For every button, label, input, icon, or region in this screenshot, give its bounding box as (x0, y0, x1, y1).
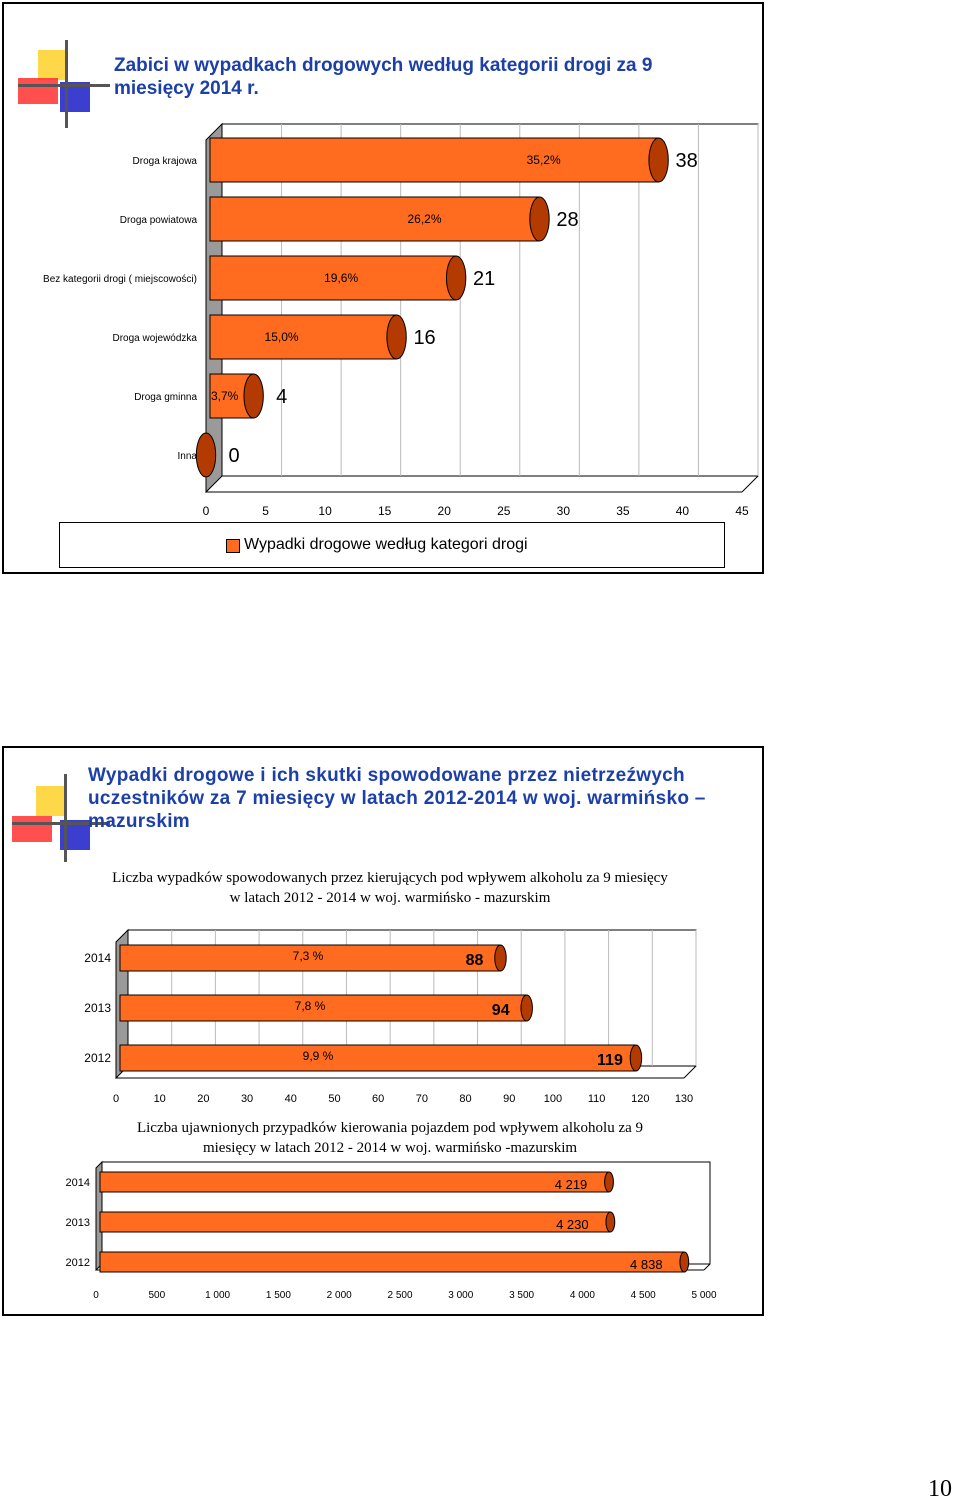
percent-label: 15,0% (265, 330, 299, 344)
x-tick-label: 40 (676, 504, 690, 518)
chart-3-drunk-driving: 0 500 1 000 1 500 2 000 2 500 3 000 3 500 4 000 4… (66, 1160, 717, 1301)
x-tick-label: 1 500 (266, 1290, 291, 1301)
x-tick-label: 1 000 (205, 1290, 230, 1301)
slide-logo-icon-2 (12, 774, 110, 862)
x-tick-label: 45 (735, 504, 749, 518)
bar (99, 1211, 616, 1233)
data-label: 4 219 (555, 1177, 588, 1192)
data-label: 88 (466, 952, 484, 969)
x-tick-label: 50 (328, 1093, 340, 1105)
bar (209, 373, 264, 419)
category-label: 2014 (66, 1177, 90, 1189)
page-number: 10 (928, 1476, 952, 1502)
bar (119, 1044, 643, 1072)
data-label: 4 230 (556, 1217, 589, 1232)
x-tick-label: 4 000 (570, 1290, 595, 1301)
x-tick-label: 0 (93, 1290, 99, 1301)
bar (209, 255, 467, 301)
percent-label: 7,3 % (293, 949, 324, 963)
category-label: 2013 (84, 1001, 111, 1015)
percent-label: 19,6% (324, 271, 358, 285)
data-label: 119 (597, 1052, 623, 1069)
category-label: 2014 (84, 951, 111, 965)
x-tick-label: 3 000 (448, 1290, 473, 1301)
x-tick-label: 60 (372, 1093, 384, 1105)
percent-label: 3,7% (211, 389, 239, 403)
percent-label: 7,8 % (295, 999, 326, 1013)
x-tick-label: 70 (416, 1093, 428, 1105)
x-tick-label: 3 500 (509, 1290, 534, 1301)
data-label: 16 (413, 327, 435, 349)
slide-2-title: Wypadki drogowe i ich skutki spowodowane… (88, 765, 706, 832)
x-tick-label: 30 (557, 504, 571, 518)
slide-1-title: Zabici w wypadkach drogowych według kate… (114, 55, 653, 99)
x-tick-label: 130 (675, 1093, 693, 1105)
category-label: Droga krajowa (133, 156, 198, 167)
chart-1-legend: Wypadki drogowe według kategori drogi (59, 522, 725, 568)
x-tick-label: 0 (113, 1093, 119, 1105)
data-label: 94 (492, 1002, 510, 1019)
x-tick-label: 100 (544, 1093, 562, 1105)
legend-label: Wypadki drogowe według kategori drogi (244, 536, 528, 553)
chart-3-title: Liczba ujawnionych przypadków kierowania… (136, 1120, 644, 1156)
x-tick-label: 20 (197, 1093, 209, 1105)
category-label: Inna (178, 451, 198, 462)
x-axis-edge (683, 1065, 697, 1079)
x-tick-label: 40 (285, 1093, 297, 1105)
x-tick-label: 15 (378, 504, 392, 518)
x-tick-label: 80 (459, 1093, 471, 1105)
x-tick-label: 10 (318, 504, 332, 518)
percent-label: 9,9 % (303, 1049, 334, 1063)
x-tick-label: 2 000 (327, 1290, 352, 1301)
data-label: 21 (473, 268, 495, 290)
chart-2-accidents: 0 10 20 30 40 50 60 70 80 90 100 110 120 130 2014 88 7,3… (84, 928, 697, 1105)
bar (209, 137, 669, 183)
chart-2-title: Liczba wypadków spowodowanych przez kier… (112, 870, 668, 906)
x-axis-edge (741, 475, 759, 493)
category-label: 2012 (66, 1257, 90, 1269)
x-tick-label: 120 (631, 1093, 649, 1105)
x-tick-label: 20 (438, 504, 452, 518)
legend-swatch (226, 539, 240, 553)
bar (195, 432, 217, 478)
category-label: Droga wojewódzka (113, 333, 198, 344)
data-label: 4 838 (630, 1257, 663, 1272)
category-label: 2013 (66, 1217, 90, 1229)
bar (99, 1171, 614, 1193)
x-tick-label: 35 (616, 504, 630, 518)
category-label: 2012 (84, 1051, 111, 1065)
data-label: 38 (675, 150, 697, 172)
x-tick-label: 5 (262, 504, 269, 518)
x-tick-label: 4 500 (631, 1290, 656, 1301)
data-label: 28 (556, 209, 578, 231)
bar (99, 1251, 690, 1273)
category-label: Bez kategorii drogi ( miejscowości) (43, 274, 197, 285)
data-label: 4 (276, 386, 287, 408)
x-tick-label: 25 (497, 504, 511, 518)
data-label: 0 (228, 445, 239, 467)
percent-label: 26,2% (407, 212, 441, 226)
x-tick-label: 10 (154, 1093, 166, 1105)
bar (209, 314, 407, 360)
x-axis-edge (703, 1263, 711, 1271)
category-label: Droga powiatowa (120, 215, 198, 226)
x-tick-label: 2 500 (387, 1290, 412, 1301)
x-tick-label: 0 (203, 504, 210, 518)
bar (119, 994, 533, 1022)
x-tick-label: 500 (148, 1290, 165, 1301)
percent-label: 35,2% (527, 153, 561, 167)
bar (119, 944, 507, 972)
x-tick-label: 110 (588, 1093, 606, 1105)
slide-logo-icon (18, 40, 110, 128)
x-tick-label: 5 000 (691, 1290, 716, 1301)
bar (209, 196, 550, 242)
category-label: Droga gminna (134, 392, 197, 403)
x-tick-label: 30 (241, 1093, 253, 1105)
x-tick-label: 90 (503, 1093, 515, 1105)
